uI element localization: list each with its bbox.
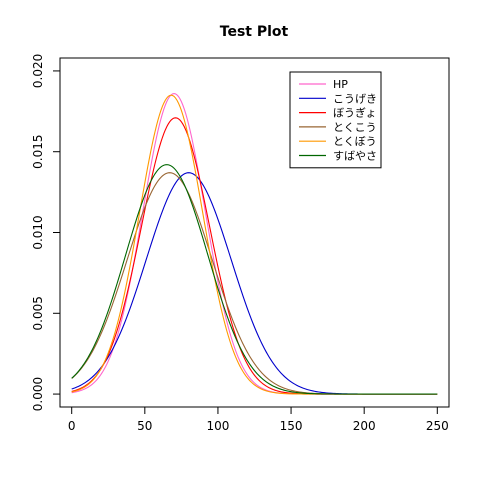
x-tick-label: 250 — [426, 419, 449, 433]
x-tick-label: 150 — [280, 419, 303, 433]
y-tick-label: 0.010 — [31, 215, 45, 249]
series-line-すばやさ — [71, 164, 438, 395]
x-tick-label: 200 — [353, 419, 376, 433]
series-line-ぼうぎょ — [71, 117, 438, 395]
y-tick-label: 0.015 — [31, 135, 45, 169]
x-tick-label: 100 — [206, 419, 229, 433]
y-axis: 0.000 0.005 0.010 0.015 0.020 — [31, 54, 61, 411]
y-tick-label: 0.005 — [31, 296, 45, 330]
legend-label: こうげき — [333, 92, 377, 105]
series-lines — [71, 92, 438, 395]
chart-title: Test Plot — [220, 24, 289, 40]
legend-label: すばやさ — [333, 150, 377, 163]
x-axis: 0 50 100 150 200 250 — [68, 406, 449, 433]
series-line-HP — [71, 92, 438, 395]
legend-label: HP — [333, 78, 348, 91]
y-tick-label: 0.020 — [31, 54, 45, 88]
legend-label: とくぼう — [333, 135, 377, 148]
legend-box — [289, 71, 382, 169]
y-tick-label: 0.000 — [31, 377, 45, 411]
legend-label: とくこう — [333, 121, 377, 134]
x-tick-label: 50 — [137, 419, 152, 433]
series-line-とくぼう — [71, 94, 438, 395]
x-tick-label: 0 — [68, 419, 76, 433]
plot-frame — [59, 57, 450, 408]
legend-label: ぼうぎょ — [333, 106, 376, 120]
